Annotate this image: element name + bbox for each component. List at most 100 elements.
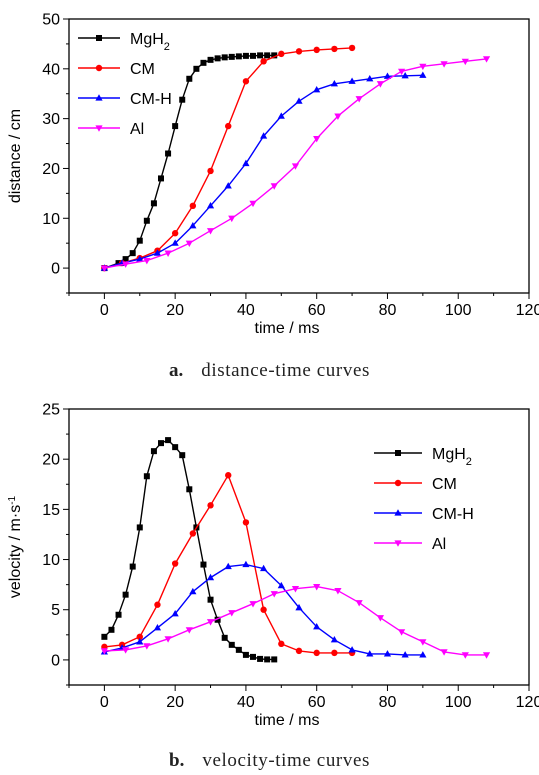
y-tick-label: 50 — [42, 12, 60, 29]
data-point — [260, 132, 268, 139]
data-point — [242, 78, 250, 85]
data-point — [221, 634, 228, 641]
data-point — [143, 258, 151, 265]
data-point — [383, 72, 392, 79]
y-tick-label: 10 — [42, 552, 60, 569]
data-point — [136, 633, 143, 641]
x-axis-label: time / ms — [255, 320, 320, 337]
data-point — [179, 452, 186, 459]
data-point — [257, 52, 264, 59]
data-point — [207, 56, 214, 63]
data-point — [401, 651, 409, 658]
data-point — [171, 609, 179, 617]
legend-label-MgH2: MgH2 — [432, 446, 472, 468]
data-point — [295, 48, 303, 55]
chart-panel-b: 0 20 40 60 80 100 120 0 5 10 15 20 25 time / ms veloci… — [7, 402, 539, 730]
data-point — [186, 75, 193, 82]
data-point — [461, 58, 469, 66]
data-point — [250, 653, 256, 660]
data-point — [295, 97, 303, 104]
data-point — [419, 651, 427, 658]
data-point — [172, 123, 179, 130]
data-point — [206, 202, 215, 209]
series-line-Al — [104, 585, 487, 656]
data-point — [136, 524, 143, 531]
data-point — [189, 221, 197, 229]
data-point — [348, 77, 356, 84]
legend-marker-CM — [394, 479, 402, 487]
data-point — [330, 79, 338, 87]
data-point — [143, 217, 150, 224]
data-point — [164, 250, 172, 257]
data-point — [334, 588, 342, 595]
data-point — [250, 52, 256, 59]
y-tick-label: 40 — [42, 61, 60, 78]
data-point — [207, 596, 214, 603]
x-tick-label: 40 — [237, 302, 255, 319]
y-tick-label: 25 — [42, 402, 60, 419]
data-point — [189, 530, 197, 537]
data-point — [330, 636, 338, 643]
legend-marker-MgH2 — [395, 450, 401, 456]
data-point — [271, 52, 278, 59]
x-tick-label: 80 — [379, 694, 397, 711]
data-point — [206, 573, 215, 581]
data-point — [242, 159, 250, 167]
data-point — [224, 562, 232, 570]
data-point — [158, 440, 164, 447]
data-point — [440, 61, 448, 68]
data-point — [129, 563, 136, 570]
y-tick-label: 15 — [42, 502, 60, 519]
data-point — [154, 601, 161, 608]
data-point — [228, 641, 235, 648]
data-point — [206, 619, 215, 626]
data-point — [228, 610, 236, 617]
series-line-MgH2 — [103, 439, 275, 661]
data-point — [221, 54, 228, 61]
data-point — [108, 626, 115, 633]
x-tick-label: 0 — [100, 302, 109, 319]
y-tick-label: 5 — [51, 602, 60, 619]
data-point — [186, 486, 193, 493]
x-tick-label: 0 — [100, 694, 109, 711]
data-point — [376, 615, 384, 622]
data-point — [313, 584, 321, 591]
data-point — [165, 150, 172, 157]
series-line-MgH2 — [104, 54, 275, 269]
data-point — [419, 71, 427, 78]
legend-label-CM-H: CM-H — [432, 506, 474, 523]
data-point — [150, 200, 157, 207]
data-point — [200, 59, 207, 66]
legend-marker-CM-H — [95, 94, 103, 101]
x-tick-label: 120 — [516, 302, 539, 319]
x-tick-label: 80 — [379, 302, 397, 319]
data-point — [291, 163, 300, 170]
data-point — [225, 472, 232, 479]
series-CM — [101, 472, 356, 657]
data-point — [164, 636, 172, 643]
x-tick-label: 20 — [166, 694, 184, 711]
data-point — [398, 629, 406, 636]
legend-marker-CM — [95, 64, 103, 72]
data-point — [278, 50, 285, 58]
y-tick-label: 20 — [42, 161, 60, 178]
legend-label-CM: CM — [432, 476, 457, 493]
data-point — [419, 639, 427, 646]
legend-marker-MgH2 — [96, 35, 102, 41]
series-MgH2 — [101, 437, 278, 663]
data-point — [271, 656, 278, 663]
data-point — [136, 255, 144, 262]
data-point — [461, 652, 469, 659]
data-point — [331, 649, 338, 657]
data-point — [171, 560, 179, 567]
data-point — [242, 519, 250, 526]
data-point — [214, 55, 221, 62]
plot-frame — [68, 408, 530, 686]
x-tick-label: 20 — [166, 302, 184, 319]
data-point — [260, 58, 267, 65]
data-point — [260, 606, 267, 613]
data-point — [277, 112, 285, 119]
data-point — [100, 265, 108, 272]
data-point — [366, 650, 374, 657]
data-point — [313, 46, 320, 54]
